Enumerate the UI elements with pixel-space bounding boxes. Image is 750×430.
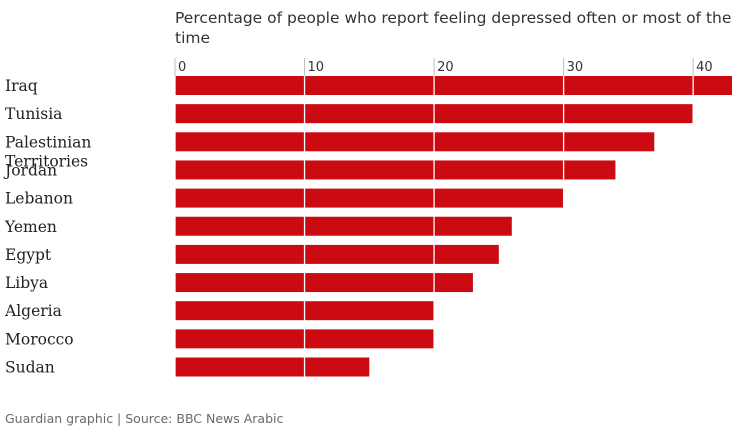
category-label: Iraq (5, 77, 38, 95)
bar (175, 188, 564, 208)
category-label: Tunisia (5, 105, 62, 123)
x-tick-label: 0 (178, 60, 186, 75)
bar (175, 132, 655, 152)
bar (175, 357, 370, 377)
source-note: Guardian graphic | Source: BBC News Arab… (5, 411, 284, 426)
bar (175, 160, 616, 180)
bar (175, 76, 732, 95)
category-label: Lebanon (5, 190, 73, 208)
category-label: Yemen (4, 218, 57, 236)
category-label: Jordan (3, 161, 57, 179)
category-label: Sudan (5, 359, 55, 377)
x-axis-ticks: 0 10 20 30 40 (178, 60, 713, 75)
gridlines (174, 58, 694, 377)
bar (175, 244, 499, 264)
chart-title-line: time (175, 29, 210, 47)
x-tick-label: 10 (308, 60, 325, 75)
x-tick-label: 30 (567, 60, 584, 75)
bars (175, 76, 732, 377)
chart-title: Percentage of people who report feeling … (175, 9, 731, 47)
category-label: Egypt (5, 246, 52, 264)
category-label: Palestinian (5, 133, 91, 151)
category-label: Libya (5, 274, 48, 292)
x-tick-label: 40 (696, 60, 713, 75)
category-label: Morocco (5, 330, 74, 348)
category-label: Algeria (4, 302, 62, 320)
category-label: Territories (5, 152, 88, 170)
x-tick-label: 20 (437, 60, 454, 75)
chart-title-line: Percentage of people who report feeling … (175, 9, 731, 27)
bar (175, 216, 512, 236)
bar (175, 273, 473, 293)
